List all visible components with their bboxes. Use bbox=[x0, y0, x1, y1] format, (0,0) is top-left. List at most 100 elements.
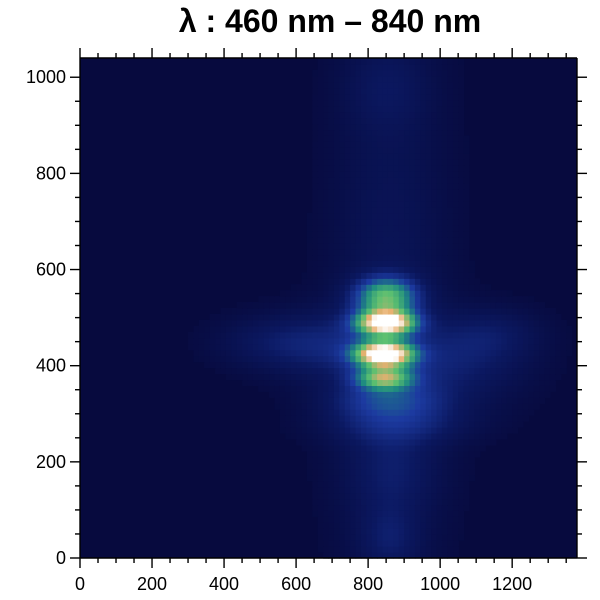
heatmap-cell bbox=[355, 516, 362, 523]
heatmap-cell bbox=[382, 450, 389, 458]
heatmap-cell bbox=[425, 403, 432, 410]
heatmap-cell bbox=[371, 129, 378, 136]
heatmap-cell bbox=[420, 177, 427, 184]
heatmap-cell bbox=[501, 349, 508, 357]
heatmap-cell bbox=[306, 325, 313, 333]
heatmap-cell bbox=[555, 313, 562, 321]
heatmap-cell bbox=[490, 438, 497, 446]
heatmap-cell bbox=[458, 93, 465, 101]
heatmap-cell bbox=[312, 397, 319, 404]
heatmap-cell bbox=[474, 278, 481, 285]
heatmap-cell bbox=[339, 385, 346, 392]
heatmap-cell bbox=[387, 69, 394, 77]
heatmap-cell bbox=[490, 313, 497, 321]
heatmap-cell bbox=[425, 117, 432, 125]
heatmap-cell bbox=[387, 462, 394, 470]
heatmap-cell bbox=[193, 355, 200, 363]
heatmap-cell bbox=[312, 319, 319, 327]
heatmap-cell bbox=[474, 343, 481, 351]
heatmap-cell bbox=[371, 153, 378, 160]
heatmap-cell bbox=[339, 361, 346, 369]
heatmap-cell bbox=[350, 206, 357, 214]
heatmap-cell bbox=[209, 319, 216, 327]
heatmap-cell bbox=[323, 117, 330, 125]
heatmap-cell bbox=[398, 105, 405, 113]
heatmap-cell bbox=[317, 474, 324, 482]
heatmap-cell bbox=[398, 403, 405, 410]
heatmap-cell bbox=[371, 438, 378, 446]
heatmap-cell bbox=[441, 498, 448, 506]
heatmap-cell bbox=[387, 397, 394, 404]
heatmap-cell bbox=[328, 69, 335, 77]
heatmap-cell bbox=[420, 516, 427, 523]
heatmap-cell bbox=[431, 302, 438, 309]
heatmap-cell bbox=[350, 200, 357, 208]
heatmap-cell bbox=[463, 427, 470, 434]
heatmap-cell bbox=[409, 99, 416, 107]
heatmap-cell bbox=[447, 486, 454, 494]
heatmap-cell bbox=[355, 486, 362, 494]
heatmap-cell bbox=[436, 260, 443, 267]
heatmap-cell bbox=[285, 433, 292, 440]
heatmap-cell bbox=[404, 165, 411, 172]
heatmap-cell bbox=[425, 296, 432, 303]
heatmap-cell bbox=[409, 302, 416, 309]
heatmap-cell bbox=[447, 206, 454, 214]
heatmap-cell bbox=[339, 278, 346, 285]
heatmap-cell bbox=[339, 230, 346, 238]
heatmap-cell bbox=[387, 212, 394, 220]
heatmap-cell bbox=[371, 272, 378, 279]
heatmap-cell bbox=[366, 177, 373, 184]
heatmap-cell bbox=[404, 313, 411, 321]
heatmap-cell bbox=[398, 153, 405, 160]
heatmap-cell bbox=[431, 212, 438, 220]
heatmap-cell bbox=[452, 308, 459, 315]
heatmap-cell bbox=[328, 308, 335, 315]
heatmap-cell bbox=[393, 450, 400, 458]
heatmap-cell bbox=[404, 230, 411, 238]
heatmap-cell bbox=[317, 141, 324, 148]
heatmap-cell bbox=[501, 290, 508, 297]
heatmap-cell bbox=[366, 427, 373, 434]
heatmap-cell bbox=[350, 421, 357, 428]
heatmap-cell bbox=[360, 284, 367, 291]
heatmap-cell bbox=[490, 391, 497, 398]
heatmap-cell bbox=[528, 361, 535, 369]
heatmap-cell bbox=[328, 313, 335, 321]
heatmap-cell bbox=[414, 552, 421, 559]
heatmap-cell bbox=[409, 391, 416, 398]
heatmap-cell bbox=[436, 230, 443, 238]
heatmap-cell bbox=[398, 171, 405, 178]
heatmap-cell bbox=[490, 385, 497, 392]
heatmap-cell bbox=[414, 504, 421, 511]
heatmap-cell bbox=[414, 379, 421, 386]
heatmap-cell bbox=[306, 450, 313, 458]
heatmap-cell bbox=[447, 296, 454, 303]
heatmap-cell bbox=[490, 290, 497, 297]
heatmap-cell bbox=[490, 361, 497, 369]
heatmap-cell bbox=[420, 147, 427, 154]
heatmap-cell bbox=[350, 510, 357, 517]
heatmap-cell bbox=[377, 528, 384, 535]
heatmap-cell bbox=[360, 260, 367, 267]
heatmap-cell bbox=[355, 450, 362, 458]
heatmap-cell bbox=[355, 272, 362, 279]
heatmap-cell bbox=[479, 349, 486, 357]
heatmap-cell bbox=[296, 302, 303, 309]
heatmap-cell bbox=[252, 308, 259, 315]
heatmap-cell bbox=[409, 415, 416, 422]
heatmap-cell bbox=[495, 409, 502, 416]
heatmap-cell bbox=[382, 188, 389, 196]
heatmap-cell bbox=[431, 444, 438, 452]
heatmap-cell bbox=[317, 147, 324, 154]
heatmap-cell bbox=[328, 224, 335, 232]
heatmap-cell bbox=[371, 302, 378, 309]
heatmap-cell bbox=[447, 504, 454, 511]
heatmap-cell bbox=[377, 260, 384, 267]
heatmap-cell bbox=[452, 331, 459, 339]
heatmap-cell bbox=[458, 129, 465, 136]
heatmap-cell bbox=[463, 492, 470, 500]
heatmap-cell bbox=[474, 391, 481, 398]
heatmap-cell bbox=[360, 129, 367, 136]
heatmap-cell bbox=[312, 337, 319, 345]
